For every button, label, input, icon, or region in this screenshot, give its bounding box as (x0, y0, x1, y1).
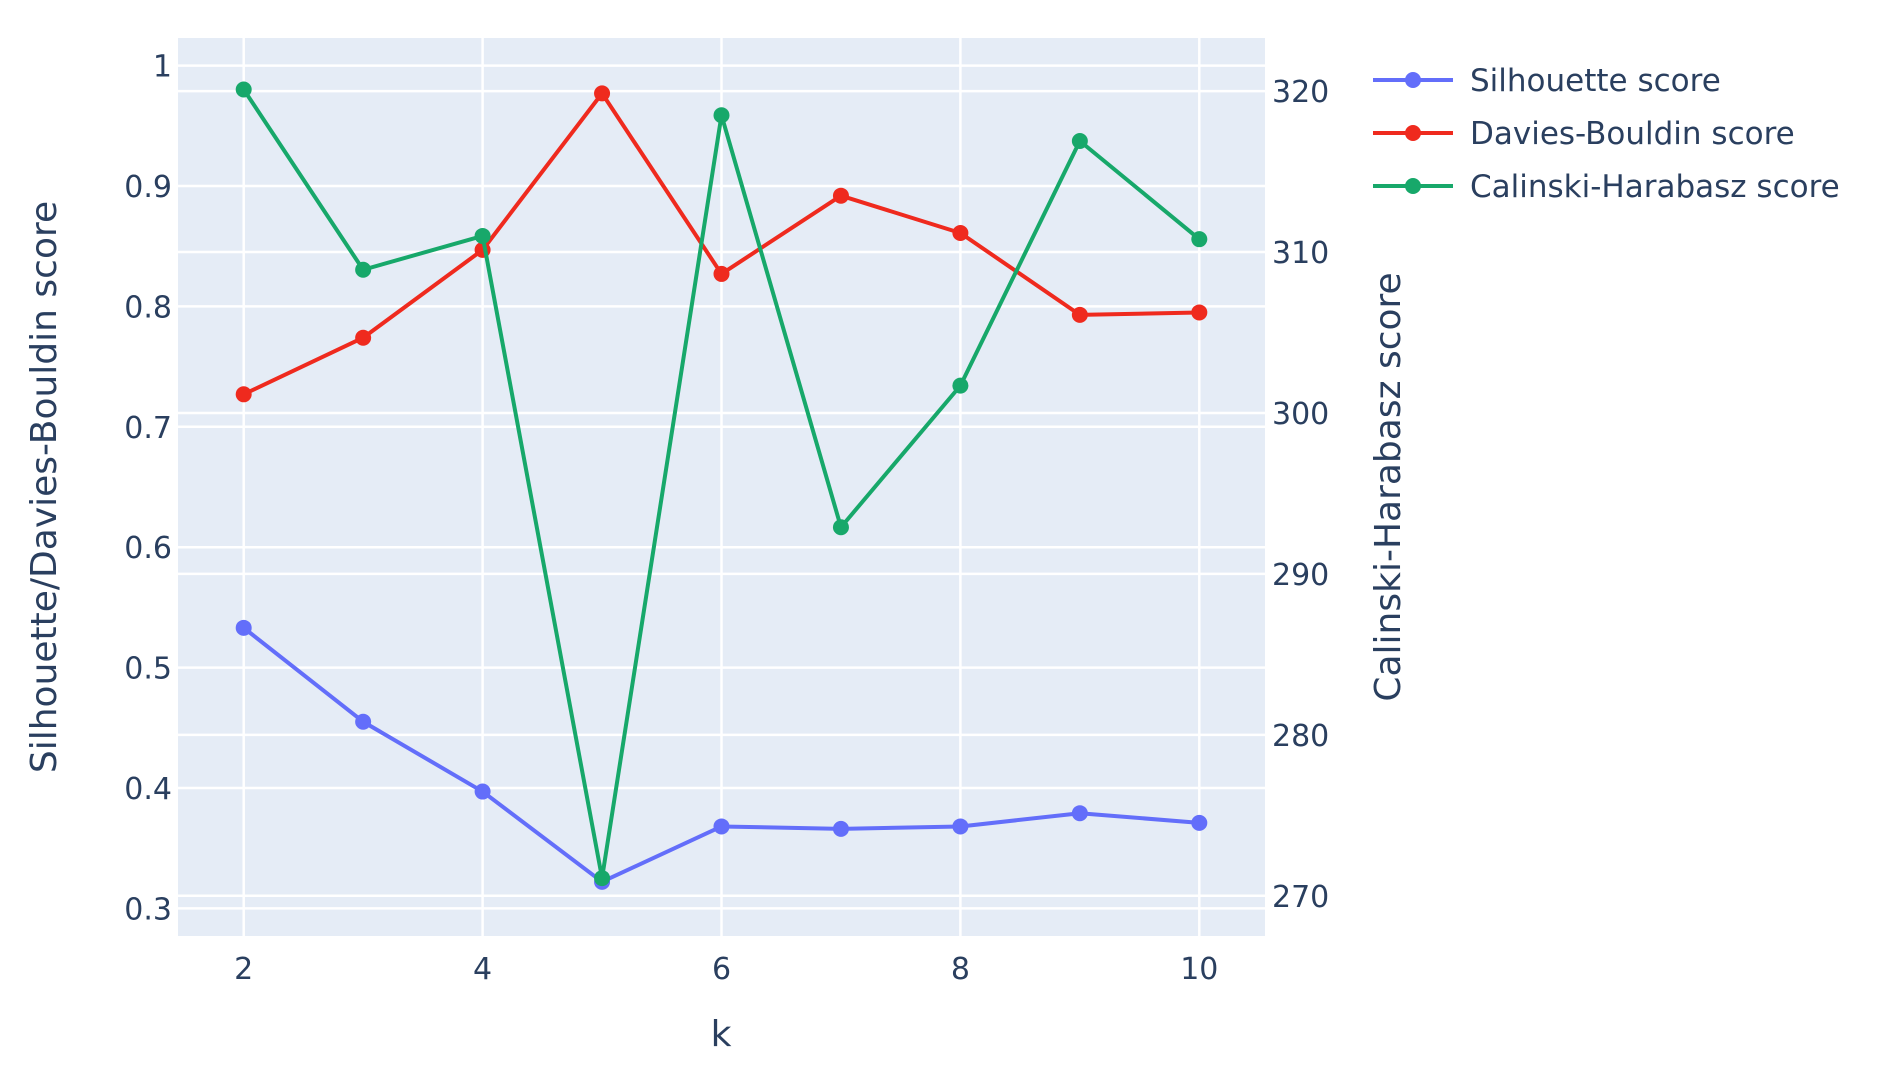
series-1 (235, 85, 1208, 403)
grid-y-right (178, 89, 1265, 898)
y-right-tick-label-4: 310 (1272, 236, 1329, 271)
series-0-point-6 (713, 818, 730, 835)
series-0-point-10 (1191, 814, 1208, 831)
series-1-point-2 (235, 386, 252, 403)
series-0-point-3 (355, 713, 372, 730)
legend: Silhouette score Davies-Bouldin score Cali… (1373, 63, 1840, 205)
legend-label-0: Silhouette score (1470, 63, 1721, 99)
series-1-point-5 (594, 85, 611, 102)
y-left-tick-label-1: 0.4 (124, 772, 172, 807)
series-2-point-3 (355, 261, 372, 278)
x-tick-label-8: 8 (951, 952, 970, 987)
legend-marker-0 (1405, 72, 1421, 88)
x-tick-label-6: 6 (712, 952, 731, 987)
legend-marker-1 (1405, 125, 1421, 141)
legend-item-1[interactable]: Davies-Bouldin score (1373, 116, 1795, 152)
series-2-point-8 (952, 377, 969, 394)
series-0-point-7 (832, 820, 849, 837)
y-right-tick-label-1: 280 (1272, 719, 1329, 754)
series-2-point-4 (474, 227, 491, 244)
series-2-point-6 (713, 107, 730, 124)
y-left-tick-label-7: 1 (153, 50, 172, 85)
x-tick-label-2: 2 (234, 952, 253, 987)
legend-label-1: Davies-Bouldin score (1470, 116, 1795, 152)
legend-item-2[interactable]: Calinski-Harabasz score (1373, 169, 1840, 205)
series-1-point-3 (355, 329, 372, 346)
y-left-tick-label-4: 0.7 (124, 411, 172, 446)
legend-item-0[interactable]: Silhouette score (1373, 63, 1721, 99)
series-layer (235, 81, 1208, 890)
y-left-axis-title: Silhouette/Davies-Bouldin score (24, 201, 65, 773)
x-tick-label-10: 10 (1180, 952, 1218, 987)
series-0-point-4 (474, 783, 491, 800)
grid-y-left (178, 64, 1265, 910)
y-left-tick-label-5: 0.8 (124, 290, 172, 325)
legend-label-2: Calinski-Harabasz score (1470, 169, 1840, 205)
series-0-point-2 (235, 619, 252, 636)
y-right-tick-labels: 270 280 290 300 310 320 (1272, 75, 1329, 915)
series-1-point-10 (1191, 304, 1208, 321)
series-1-point-7 (832, 187, 849, 204)
y-right-tick-label-2: 290 (1272, 558, 1329, 593)
x-axis-title: k (711, 1014, 732, 1055)
y-left-tick-label-3: 0.6 (124, 531, 172, 566)
y-right-tick-label-0: 270 (1272, 880, 1329, 915)
series-1-point-8 (952, 225, 969, 242)
y-right-tick-label-5: 320 (1272, 75, 1329, 110)
y-left-tick-label-6: 0.9 (124, 170, 172, 205)
y-right-tick-label-3: 300 (1272, 397, 1329, 432)
y-left-tick-label-0: 0.3 (124, 892, 172, 927)
legend-marker-2 (1405, 178, 1421, 194)
x-tick-labels: 2 4 6 8 10 (234, 952, 1218, 987)
grid-x (242, 38, 1201, 936)
series-0-point-8 (952, 818, 969, 835)
series-2-point-10 (1191, 231, 1208, 248)
series-2-point-5 (594, 870, 611, 887)
series-0-point-9 (1071, 805, 1088, 822)
series-2 (235, 81, 1208, 887)
x-tick-label-4: 4 (473, 952, 492, 987)
y-left-tick-labels: 0.3 0.4 0.5 0.6 0.7 0.8 0.9 1 (124, 50, 172, 928)
series-2-point-9 (1071, 132, 1088, 149)
series-2-point-2 (235, 81, 252, 98)
series-2-point-7 (832, 519, 849, 536)
y-right-axis-title: Calinski-Harabasz score (1368, 272, 1409, 701)
series-1-point-6 (713, 265, 730, 282)
y-left-tick-label-2: 0.5 (124, 652, 172, 687)
series-1-point-9 (1071, 306, 1088, 323)
